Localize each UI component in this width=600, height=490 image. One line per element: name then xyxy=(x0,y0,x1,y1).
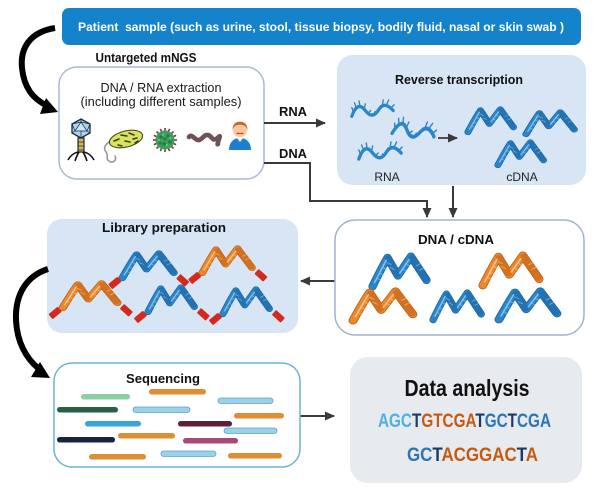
svg-text:GCTACGGACTA: GCTACGGACTA xyxy=(407,445,538,466)
svg-text:Sequencing: Sequencing xyxy=(126,371,200,386)
svg-text:(including different samples): (including different samples) xyxy=(81,95,242,109)
svg-text:DNA / RNA extraction: DNA / RNA extraction xyxy=(101,81,222,95)
svg-text:AGCTGTCGATGCTCGA: AGCTGTCGATGCTCGA xyxy=(378,411,551,432)
svg-text:Patient sample (such as urine: Patient sample (such as urine, stool, ti… xyxy=(78,22,564,34)
svg-text:cDNA: cDNA xyxy=(506,170,537,184)
svg-text:RNA: RNA xyxy=(279,105,307,119)
svg-text:DNA / cDNA: DNA / cDNA xyxy=(418,232,495,247)
svg-text:Library preparation: Library preparation xyxy=(102,221,226,235)
svg-text:Untargeted mNGS: Untargeted mNGS xyxy=(96,51,197,65)
svg-text:Data analysis: Data analysis xyxy=(405,375,530,401)
svg-text:Reverse transcription: Reverse transcription xyxy=(395,73,523,87)
svg-text:DNA: DNA xyxy=(279,147,307,161)
svg-text:RNA: RNA xyxy=(374,170,399,184)
